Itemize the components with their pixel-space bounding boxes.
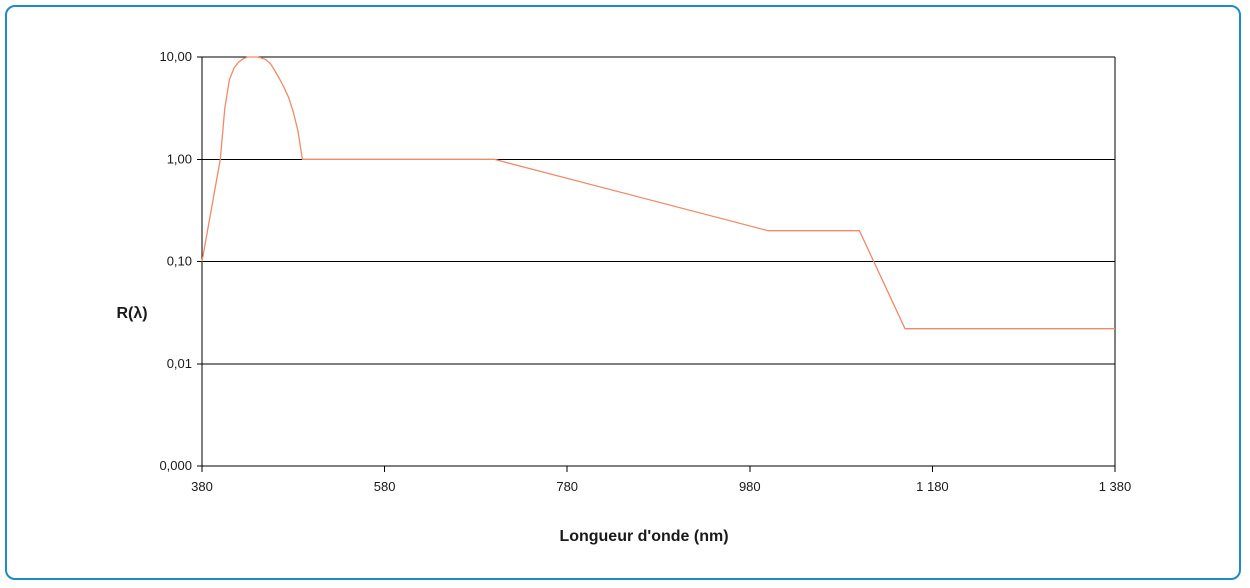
y-tick-label: 0,000 bbox=[159, 458, 192, 473]
x-tick-label: 1 180 bbox=[916, 479, 949, 494]
x-tick-label: 580 bbox=[374, 479, 396, 494]
chart-frame bbox=[5, 5, 1241, 580]
grid-layer bbox=[202, 56, 1115, 365]
y-tick-label: 0,10 bbox=[167, 254, 192, 269]
x-tick-label: 1 380 bbox=[1099, 479, 1132, 494]
x-axis-title: Longueur d'onde (nm) bbox=[559, 528, 728, 545]
axis-layer bbox=[197, 56, 1116, 472]
x-tick-label: 780 bbox=[556, 479, 578, 494]
label-layer: 0,000 0,01 0,10 1,00 10,00 380 580 780 980 1 180 1… bbox=[159, 49, 1131, 494]
reflectance-series-line bbox=[201, 56, 1115, 330]
y-axis-title: R(λ) bbox=[116, 305, 147, 322]
x-tick-label: 380 bbox=[191, 479, 213, 494]
x-tick-label: 980 bbox=[739, 479, 761, 494]
y-tick-label: 10,00 bbox=[159, 49, 192, 64]
y-tick-label: 0,01 bbox=[167, 356, 192, 371]
y-tick-label: 1,00 bbox=[167, 151, 192, 166]
series-layer bbox=[201, 56, 1115, 330]
